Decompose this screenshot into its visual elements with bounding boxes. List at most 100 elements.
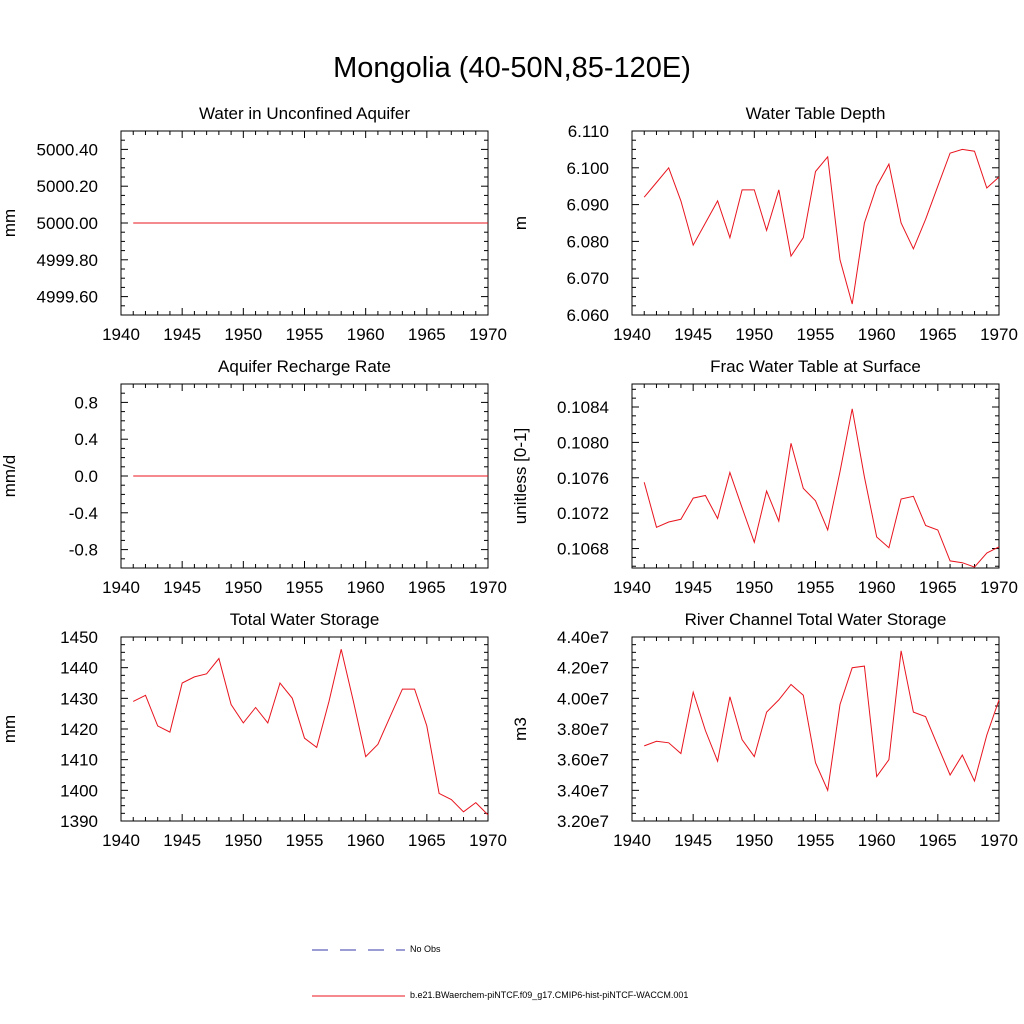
panel-1-xtick-label: 1955 xyxy=(797,325,835,344)
panel-2-xtick-label: 1960 xyxy=(347,578,385,597)
panel-2-title: Aquifer Recharge Rate xyxy=(218,357,391,376)
panel-4-xtick-label: 1960 xyxy=(347,831,385,850)
panel-3-frame xyxy=(631,383,1000,569)
panel-5-ytick-label: 3.60e7 xyxy=(557,751,609,770)
panel-0-xtick-label: 1940 xyxy=(102,325,140,344)
panel-3-series-line xyxy=(643,408,1000,568)
panel-1-xtick-label: 1960 xyxy=(858,325,896,344)
panel-4-ytick-label: 1430 xyxy=(60,689,98,708)
panel-0-ylabel: mm xyxy=(0,209,19,237)
panel-1-ylabel: m xyxy=(511,216,530,230)
panel-0-title: Water in Unconfined Aquifer xyxy=(199,104,410,123)
panel-3-xtick-label: 1940 xyxy=(613,578,651,597)
panel-1-ytick-label: 6.060 xyxy=(566,306,609,325)
panel-5-xtick-label: 1970 xyxy=(980,831,1018,850)
panel-3-ylabel: unitless [0-1] xyxy=(511,428,530,524)
panel-4-xtick-label: 1965 xyxy=(408,831,446,850)
panel-4-xtick-label: 1970 xyxy=(469,831,507,850)
panel-2-xtick-label: 1965 xyxy=(408,578,446,597)
panel-1-title: Water Table Depth xyxy=(746,104,886,123)
panel-4-ytick-label: 1450 xyxy=(60,628,98,647)
panel-0-ytick-label: 4999.60 xyxy=(37,288,98,307)
panel-5-ytick-label: 3.80e7 xyxy=(557,720,609,739)
panel-5-xtick-label: 1965 xyxy=(919,831,957,850)
panel-0-xtick-label: 1945 xyxy=(163,325,201,344)
panel-5-frame xyxy=(631,636,1000,822)
panel-1-ytick-label: 6.080 xyxy=(566,232,609,251)
panel-1-ytick-label: 6.070 xyxy=(566,269,609,288)
panel-5-xtick-label: 1950 xyxy=(735,831,773,850)
panel-0-xtick-label: 1965 xyxy=(408,325,446,344)
panel-4-ytick-label: 1400 xyxy=(60,781,98,800)
panel-0-ytick-label: 4999.80 xyxy=(37,251,98,270)
panel-1-xtick-label: 1970 xyxy=(980,325,1018,344)
panel-2-ytick-label: 0.8 xyxy=(74,393,98,412)
panel-0-xtick-label: 1970 xyxy=(469,325,507,344)
panel-5-xtick-label: 1940 xyxy=(613,831,651,850)
panel-5-title: River Channel Total Water Storage xyxy=(685,610,947,629)
panel-1-xtick-label: 1945 xyxy=(674,325,712,344)
panel-2-ytick-label: 0.4 xyxy=(74,430,98,449)
panel-1-xtick-label: 1940 xyxy=(613,325,651,344)
panel-4-xtick-label: 1945 xyxy=(163,831,201,850)
panel-0-xtick-label: 1950 xyxy=(224,325,262,344)
panel-5-ytick-label: 4.00e7 xyxy=(557,689,609,708)
panel-4-ytick-label: 1390 xyxy=(60,812,98,831)
panel-3-xtick-label: 1970 xyxy=(980,578,1018,597)
panel-4-frame xyxy=(120,636,489,822)
panel-4-xtick-label: 1955 xyxy=(286,831,324,850)
legend-model-label: b.e21.BWaerchem-piNTCF.f09_g17.CMIP6-his… xyxy=(410,990,689,1000)
panel-4-ylabel: mm xyxy=(0,715,19,743)
panel-0-ytick-label: 5000.00 xyxy=(37,214,98,233)
panel-2-xtick-label: 1955 xyxy=(286,578,324,597)
panel-5-xtick-label: 1945 xyxy=(674,831,712,850)
panel-4-xtick-label: 1940 xyxy=(102,831,140,850)
panel-1-xtick-label: 1965 xyxy=(919,325,957,344)
panel-2-xtick-label: 1950 xyxy=(224,578,262,597)
panel-4-xtick-label: 1950 xyxy=(224,831,262,850)
panel-5-ylabel: m3 xyxy=(511,717,530,741)
panel-0-ytick-label: 5000.20 xyxy=(37,177,98,196)
panel-4-ytick-label: 1440 xyxy=(60,659,98,678)
panel-3-ytick-label: 0.1072 xyxy=(557,504,609,523)
panel-2-ytick-label: -0.4 xyxy=(69,504,98,523)
panel-3-ytick-label: 0.1084 xyxy=(557,398,609,417)
panel-5-series-line xyxy=(644,650,1000,793)
panel-0-ytick-label: 5000.40 xyxy=(37,140,98,159)
panel-3-title: Frac Water Table at Surface xyxy=(710,357,921,376)
panel-2-ytick-label: -0.8 xyxy=(69,541,98,560)
panel-3-xtick-label: 1945 xyxy=(674,578,712,597)
legend-obs-label: No Obs xyxy=(410,944,441,954)
panel-2-ylabel: mm/d xyxy=(0,455,19,498)
panel-1-ytick-label: 6.110 xyxy=(568,122,609,141)
panel-5-xtick-label: 1955 xyxy=(797,831,835,850)
panel-3-ytick-label: 0.1076 xyxy=(557,469,609,488)
panel-2-xtick-label: 1940 xyxy=(102,578,140,597)
panel-0-xtick-label: 1960 xyxy=(347,325,385,344)
panel-0-xtick-label: 1955 xyxy=(286,325,324,344)
panel-2-xtick-label: 1945 xyxy=(163,578,201,597)
panel-2-ytick-label: 0.0 xyxy=(74,467,98,486)
panel-5-xtick-label: 1960 xyxy=(858,831,896,850)
panel-3-ytick-label: 0.1068 xyxy=(557,540,609,559)
panel-5-ytick-label: 3.40e7 xyxy=(557,781,609,800)
panel-3-xtick-label: 1960 xyxy=(858,578,896,597)
panel-4-series-line xyxy=(132,649,489,816)
panel-1-xtick-label: 1950 xyxy=(735,325,773,344)
figure-title: Mongolia (40-50N,85-120E) xyxy=(333,52,691,84)
panel-1-ytick-label: 6.100 xyxy=(566,159,609,178)
panel-3-xtick-label: 1955 xyxy=(797,578,835,597)
panel-1-series-line xyxy=(643,148,1000,305)
panel-3-xtick-label: 1965 xyxy=(919,578,957,597)
panel-5-ytick-label: 4.40e7 xyxy=(557,628,609,647)
panel-4-title: Total Water Storage xyxy=(230,610,380,629)
panel-3-ytick-label: 0.1080 xyxy=(557,433,609,452)
panel-2-xtick-label: 1970 xyxy=(469,578,507,597)
panel-4-ytick-label: 1420 xyxy=(60,720,98,739)
panel-5-ytick-label: 4.20e7 xyxy=(557,659,609,678)
panel-3-xtick-label: 1950 xyxy=(735,578,773,597)
panel-4-ytick-label: 1410 xyxy=(60,751,98,770)
panel-5-ytick-label: 3.20e7 xyxy=(557,812,609,831)
panel-1-ytick-label: 6.090 xyxy=(566,196,609,215)
